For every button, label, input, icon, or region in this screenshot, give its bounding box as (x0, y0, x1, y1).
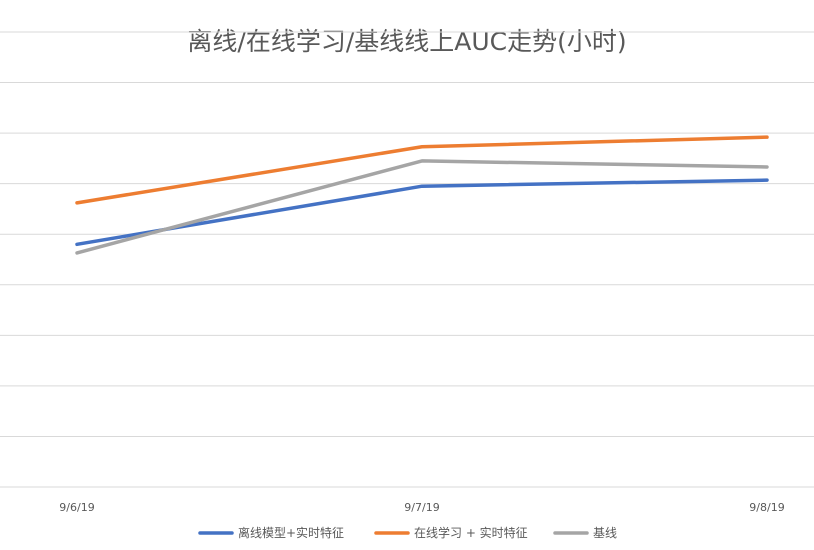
legend: 离线模型+实时特征 在线学习 + 实时特征 基线 (198, 525, 617, 540)
x-tick-layer: 9/6/19 9/7/19 9/8/19 (59, 501, 784, 514)
legend-label-2: 基线 (593, 526, 617, 540)
legend-label-1: 在线学习 + 实时特征 (414, 525, 528, 540)
series-line-0 (75, 178, 769, 247)
series-line-2 (75, 159, 769, 255)
x-tick-label: 9/8/19 (749, 501, 784, 514)
series-line-1 (75, 135, 769, 205)
series-layer (75, 135, 769, 255)
x-tick-label: 9/7/19 (404, 501, 439, 514)
grid-layer (0, 31, 814, 488)
legend-label-0: 离线模型+实时特征 (238, 525, 344, 540)
x-tick-label: 9/6/19 (59, 501, 94, 514)
